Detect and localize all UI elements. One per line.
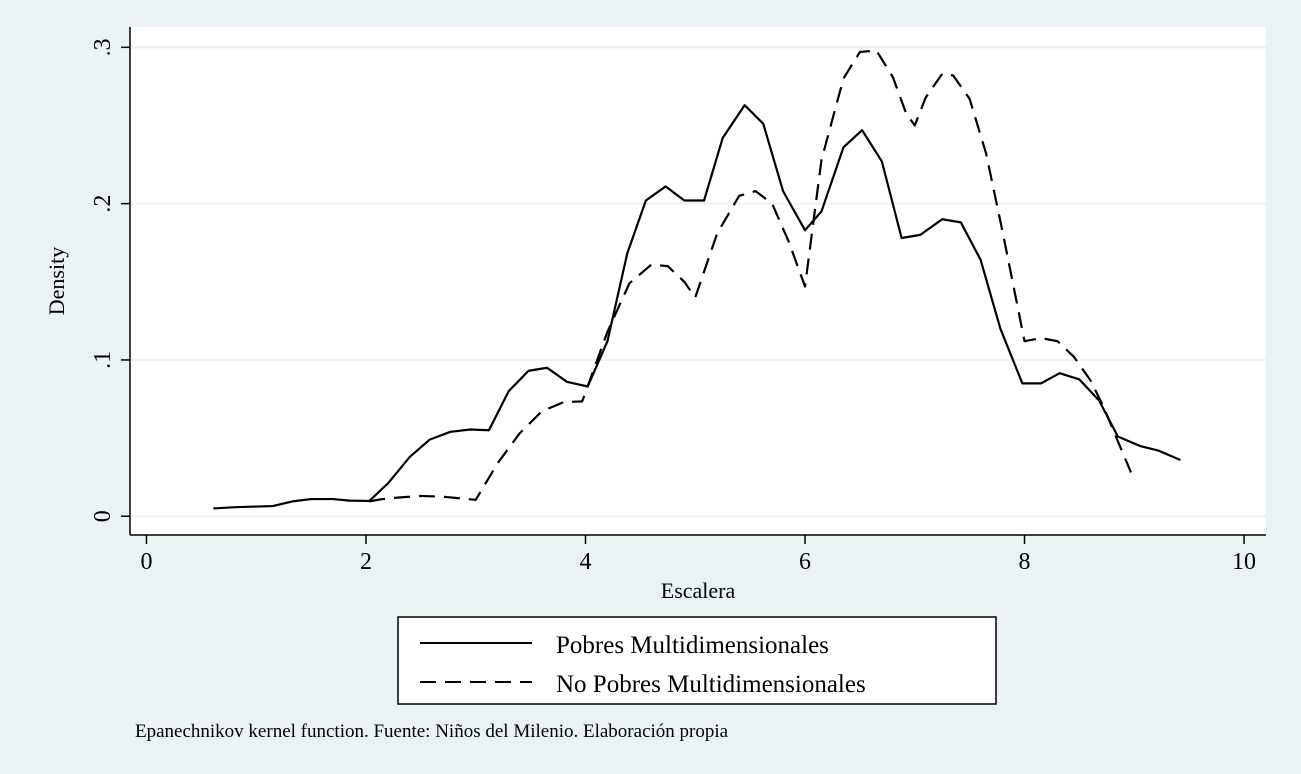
x-tick-label-2: 4 (579, 549, 591, 575)
y-tick-label-0: 0 (90, 510, 116, 522)
legend-box (397, 616, 997, 705)
x-ticks: 0 2 4 6 8 10 (140, 535, 1256, 575)
series-line-1 (369, 49, 1133, 503)
x-axis-title: Escalera (661, 578, 736, 603)
x-tick-label-3: 6 (799, 549, 811, 575)
y-tick-label-1: .1 (90, 351, 116, 369)
series-layer (213, 49, 1181, 510)
x-tick-label-0: 0 (140, 549, 152, 575)
x-tick-label-5: 10 (1232, 549, 1256, 575)
y-ticks: 0 .1 .2 .3 (90, 38, 130, 522)
y-tick-label-3: .3 (90, 38, 116, 56)
y-tick-label-2: .2 (90, 195, 116, 213)
legend-label-pobres: Pobres Multidimensionales (556, 632, 829, 659)
axes (129, 27, 1266, 536)
legend-label-no-pobres: No Pobres Multidimensionales (556, 671, 866, 698)
y-axis-title: Density (44, 247, 69, 315)
plot-area (130, 27, 1266, 535)
chart-note: Epanechnikov kernel function. Fuente: Ni… (135, 721, 729, 742)
x-tick-label-1: 2 (360, 549, 372, 575)
legend: Pobres Multidimensionales No Pobres Mult… (397, 616, 997, 705)
gridlines (130, 46, 1266, 518)
series-line-0 (213, 104, 1181, 510)
x-tick-label-4: 8 (1019, 549, 1031, 575)
